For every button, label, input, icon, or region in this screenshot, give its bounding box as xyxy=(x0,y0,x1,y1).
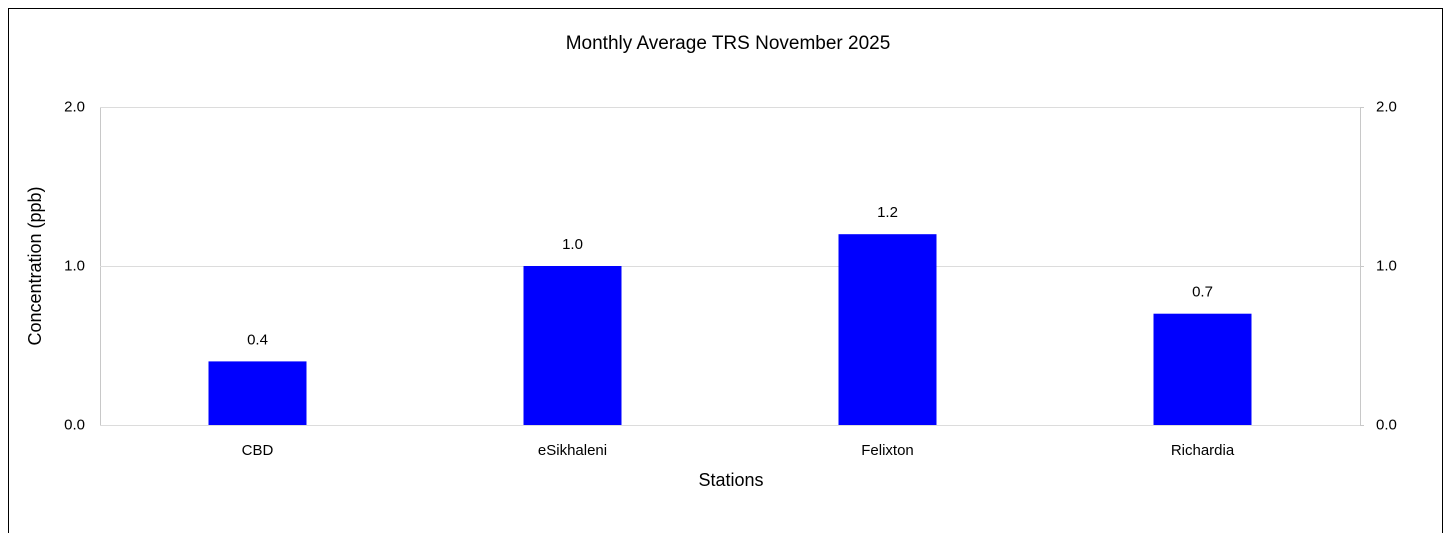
y2-tick-label: 0.0 xyxy=(1376,416,1397,433)
y-tick-label: 2.0 xyxy=(64,98,85,115)
chart-title: Monthly Average TRS November 2025 xyxy=(566,33,891,54)
frame xyxy=(8,8,1443,533)
y-tick-label: 0.0 xyxy=(64,416,85,433)
bar xyxy=(523,266,622,425)
y2-tick-label: 1.0 xyxy=(1376,257,1397,274)
x-tick-label: CBD xyxy=(242,442,274,459)
y-tick-label: 1.0 xyxy=(64,257,85,274)
bar xyxy=(208,361,307,425)
x-tick-label: Felixton xyxy=(861,442,914,459)
x-tick-label: eSikhaleni xyxy=(538,442,607,459)
y2-tick-label: 2.0 xyxy=(1376,98,1397,115)
x-axis-title: Stations xyxy=(698,470,763,490)
data-label: 1.0 xyxy=(562,236,583,253)
data-label: 1.2 xyxy=(877,204,898,221)
data-label: 0.4 xyxy=(247,331,268,348)
bar xyxy=(838,234,937,425)
data-label: 0.7 xyxy=(1192,284,1213,301)
bar xyxy=(1153,313,1252,425)
y-axis-title: Concentration (ppb) xyxy=(25,186,45,345)
x-tick-label: Richardia xyxy=(1171,442,1235,459)
